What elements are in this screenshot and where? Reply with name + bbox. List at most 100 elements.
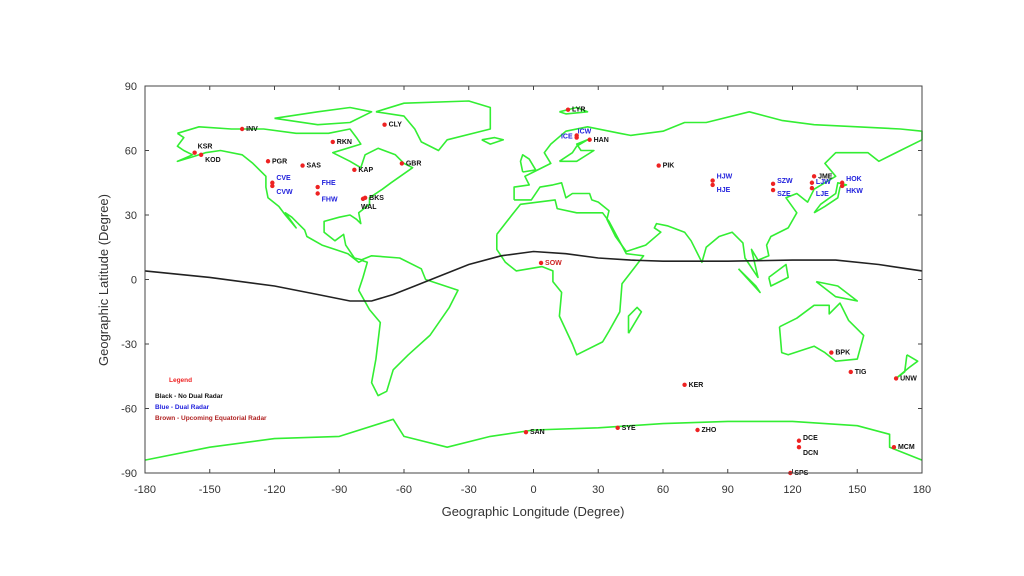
site-marker — [796, 438, 802, 443]
radar-site-mcm: MCM — [891, 444, 915, 451]
coastline-segment — [778, 302, 865, 363]
x-tick-label: 120 — [783, 484, 801, 496]
site-label: UNW — [900, 375, 917, 382]
radar-site-jme: JME — [811, 173, 833, 180]
coastline-segment — [895, 354, 919, 380]
site-label: ICW — [578, 129, 592, 136]
x-tick-label: 180 — [913, 484, 931, 496]
radar-site-sye: SYE — [615, 425, 636, 432]
site-label: TIG — [855, 369, 867, 376]
site-label: LJW — [816, 179, 831, 186]
site-marker — [809, 185, 815, 191]
site-label: KER — [689, 382, 704, 389]
coastline-segment — [176, 126, 414, 264]
legend-entry-brown: Brown - Upcoming Equatorial Radar — [155, 415, 267, 422]
radar-site-rkn: RKN — [330, 139, 352, 146]
radar-site-cly: CLY — [382, 122, 402, 129]
site-marker — [587, 137, 592, 142]
radar-site-fhw: FHW — [315, 191, 338, 204]
radar-site-inv: INV — [239, 126, 258, 133]
site-marker — [615, 425, 620, 431]
site-label: SZW — [777, 178, 793, 185]
y-axis-label: Geographic Latitude (Degree) — [96, 194, 111, 366]
site-marker — [265, 159, 271, 164]
coastline-segment — [375, 100, 492, 152]
radar-sites: KSR KOD INV PGR SAS RKN CLY KAP GBR CVE CVW FHE FHW B… — [192, 107, 917, 477]
x-tick-label: 0 — [530, 484, 536, 496]
radar-site-hje: HJE — [710, 182, 731, 194]
site-label: DCE — [803, 435, 818, 442]
radar-site-dce: DCE — [796, 435, 818, 443]
site-marker — [710, 182, 715, 188]
site-marker — [839, 183, 845, 189]
radar-site-lyr: LYR — [565, 107, 585, 114]
coastline-segment — [144, 418, 923, 461]
radar-site-wal: WAL — [360, 196, 377, 211]
radar-site-sas: SAS — [300, 163, 321, 170]
x-tick-label: -120 — [263, 484, 285, 496]
radar-site-gbr: GBR — [399, 160, 421, 167]
coastline-segment — [274, 106, 373, 126]
y-tick-label: -60 — [121, 404, 137, 416]
site-marker — [315, 191, 320, 196]
x-tick-label: 60 — [657, 484, 669, 496]
site-marker — [198, 152, 204, 157]
site-marker — [829, 350, 834, 355]
radar-site-fhe: FHE — [315, 180, 336, 190]
site-marker — [682, 382, 687, 388]
y-tick-label: 30 — [125, 210, 137, 222]
radar-site-unw: UNW — [893, 375, 917, 382]
x-tick-label: -90 — [331, 484, 347, 496]
radar-site-kap: KAP — [352, 167, 373, 174]
site-label: PIK — [663, 163, 675, 170]
site-label: ZHO — [702, 427, 717, 434]
site-label: LYR — [572, 107, 585, 114]
site-label: CVW — [276, 189, 293, 196]
coastline-segment — [558, 139, 595, 163]
site-marker — [315, 184, 320, 190]
site-label: SAS — [307, 163, 322, 170]
y-tick-label: 0 — [131, 275, 137, 287]
site-marker — [796, 445, 802, 450]
site-label: FHW — [322, 197, 338, 204]
site-marker — [192, 150, 197, 155]
radar-site-pik: PIK — [656, 163, 674, 170]
y-tick-label: -90 — [121, 468, 137, 480]
site-marker — [538, 260, 544, 266]
axis-ticks: -180 -150 -120 -90 -60 -30 0 30 60 90 120 150 180 -90… — [121, 81, 931, 496]
site-marker — [399, 161, 405, 166]
coastline-segment — [495, 199, 645, 356]
y-tick-label: 60 — [125, 146, 137, 158]
site-label: HJW — [717, 174, 733, 181]
site-label: HOK — [846, 176, 862, 183]
radar-site-lje: LJE — [809, 185, 829, 198]
site-marker — [656, 163, 661, 168]
radar-site-hok: HOK — [839, 176, 862, 185]
site-label: RKN — [337, 139, 352, 146]
site-marker — [893, 376, 899, 381]
site-label: LJE — [816, 191, 829, 198]
site-label: JME — [818, 173, 833, 180]
site-marker — [239, 126, 245, 132]
site-label: MCM — [898, 444, 915, 451]
site-label: CVE — [276, 175, 291, 182]
site-marker — [811, 174, 817, 179]
site-label: SZE — [777, 191, 791, 198]
site-label: HAN — [594, 137, 609, 144]
coastline-segment — [559, 106, 589, 115]
x-tick-label: 90 — [722, 484, 734, 496]
site-marker — [574, 135, 579, 140]
y-tick-label: -30 — [121, 339, 137, 351]
x-tick-label: -60 — [396, 484, 412, 496]
site-label: FHE — [322, 180, 336, 187]
radar-site-ljw: LJW — [809, 179, 831, 186]
site-label: WAL — [361, 204, 377, 211]
radar-site-szw: SZW — [770, 178, 793, 187]
site-marker — [270, 183, 275, 189]
radar-site-dcn: DCN — [796, 445, 818, 457]
site-label: ICE — [561, 133, 573, 140]
coastline-segment — [357, 255, 459, 397]
site-marker — [770, 187, 776, 193]
site-label: SAN — [530, 429, 545, 436]
